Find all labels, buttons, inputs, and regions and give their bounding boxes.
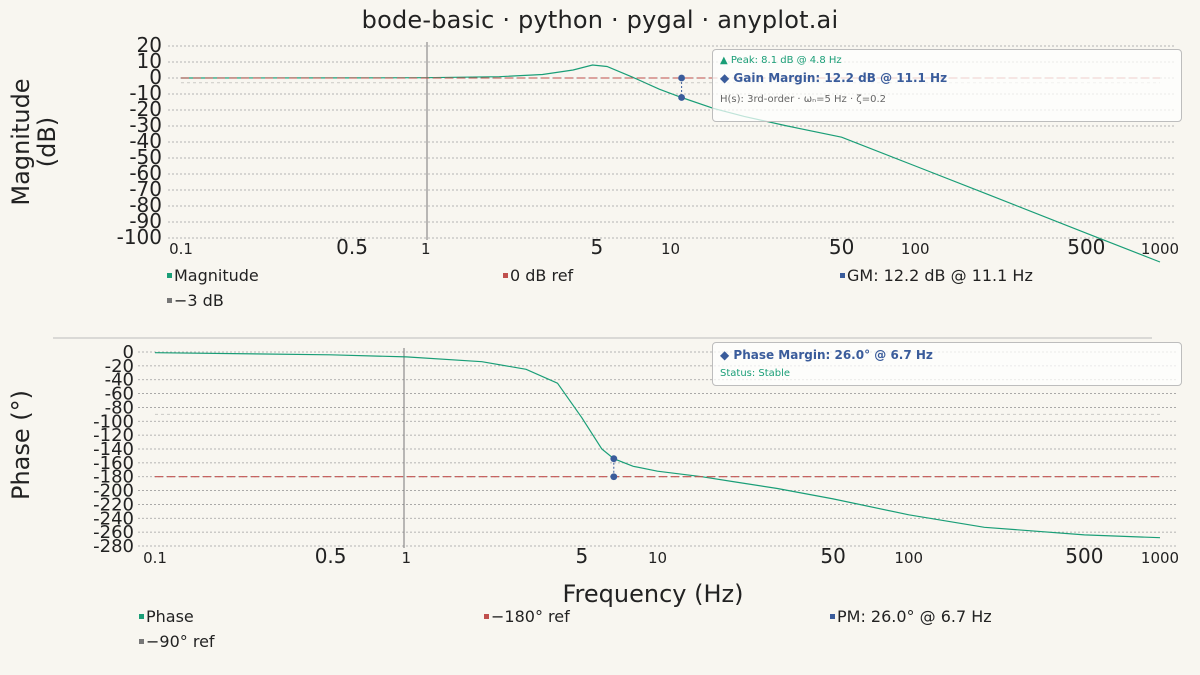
magnitude-y-tick-label: -30 (129, 113, 162, 137)
phase-x-tick-label: 1 (401, 549, 411, 567)
transfer-function-text: H(s): 3rd-order · ωₙ=5 Hz · ζ=0.2 (720, 94, 887, 105)
phase-y-tick-label: -120 (93, 425, 134, 446)
phase-margin-point (610, 473, 618, 481)
legend-label-minus3db: −3 dB (174, 291, 224, 310)
magnitude-x-tick-label: 1000 (1141, 240, 1179, 258)
legend-phase-margin[interactable]: PM: 26.0° @ 6.7 Hz (830, 607, 992, 626)
magnitude-x-tick-label: 0.1 (169, 240, 193, 258)
legend-label-phase: Phase (146, 607, 194, 626)
legend-magnitude[interactable]: Magnitude (167, 266, 259, 285)
phase-y-tick-label: -200 (93, 481, 134, 502)
phase-y-tick-label: -60 (105, 384, 134, 405)
chart-title: bode-basic · python · pygal · anyplot.ai (361, 6, 839, 34)
phase-y-tick-label: -220 (93, 494, 134, 515)
magnitude-y-tick-label: -10 (129, 81, 162, 105)
legend-swatch-phase (139, 614, 144, 619)
phase-x-tick-label: 0.5 (315, 544, 347, 568)
phase-margin-annotation: ◆ Phase Margin: 26.0° @ 6.7 Hz Status: S… (712, 342, 1182, 386)
legend-swatch-180-ref (484, 614, 489, 619)
phase-y-tick-label: -180 (93, 467, 134, 488)
phase-y-tick-label: -100 (93, 411, 134, 432)
legend-swatch-phase-margin (830, 614, 835, 619)
legend-label-magnitude: Magnitude (174, 266, 259, 285)
magnitude-y-tick-label: -90 (129, 209, 162, 233)
phase-y-tick-label: 0 (123, 342, 134, 363)
legend-label-phase-margin: PM: 26.0° @ 6.7 Hz (837, 607, 992, 626)
legend-0db-ref[interactable]: 0 dB ref (503, 266, 573, 285)
legend-swatch-minus3db (167, 298, 172, 303)
phase-margin-text: ◆ Phase Margin: 26.0° @ 6.7 Hz (720, 348, 933, 362)
legend-label-gain-margin: GM: 12.2 dB @ 11.1 Hz (847, 266, 1033, 285)
legend-90-ref[interactable]: −90° ref (139, 632, 215, 651)
legend-phase[interactable]: Phase (139, 607, 194, 626)
legend-minus3db[interactable]: −3 dB (167, 291, 224, 310)
magnitude-y-tick-label: -70 (129, 177, 162, 201)
phase-y-label: Phase (°) (7, 390, 35, 500)
magnitude-y-tick-label: 0 (149, 65, 162, 89)
peak-annotation-text: ▲ Peak: 8.1 dB @ 4.8 Hz (720, 55, 842, 66)
gain-margin-text: ◆ Gain Margin: 12.2 dB @ 11.1 Hz (720, 71, 948, 85)
magnitude-x-tick-label: 50 (829, 235, 854, 259)
phase-plot: 0-20-40-60-80-100-120-140-160-180-200-22… (93, 342, 1179, 568)
phase-y-tick-label: -280 (93, 536, 134, 557)
phase-y-tick-label: -80 (105, 397, 134, 418)
magnitude-y-label-line1: Magnitude (7, 78, 35, 205)
phase-x-tick-label: 5 (575, 544, 588, 568)
legend-label-0db-ref: 0 dB ref (510, 266, 574, 285)
magnitude-y-tick-label: -50 (129, 145, 162, 169)
legend-label-180-ref: −180° ref (491, 607, 570, 626)
phase-margin-point (610, 455, 618, 463)
legend-swatch-90-ref (139, 639, 144, 644)
magnitude-y-tick-label: 20 (137, 33, 162, 57)
magnitude-y-tick-label: -40 (129, 129, 162, 153)
phase-x-tick-label: 1000 (1141, 549, 1179, 567)
gain-margin-annotation: ▲ Peak: 8.1 dB @ 4.8 Hz ◆ Gain Margin: 1… (712, 49, 1182, 122)
magnitude-margin-point (678, 94, 685, 101)
phase-x-tick-label: 50 (820, 544, 845, 568)
legend-label-90-ref: −90° ref (146, 632, 215, 651)
phase-y-tick-label: -140 (93, 439, 134, 460)
magnitude-y-label-line2: (dB) (33, 117, 61, 167)
magnitude-x-tick-label: 5 (590, 235, 603, 259)
legend-180-ref[interactable]: −180° ref (484, 607, 570, 626)
phase-x-tick-label: 100 (894, 549, 923, 567)
magnitude-y-tick-label: -100 (117, 225, 162, 249)
magnitude-y-tick-label: -60 (129, 161, 162, 185)
phase-y-tick-label: -40 (105, 370, 134, 391)
phase-x-tick-label: 500 (1065, 544, 1103, 568)
x-axis-label: Frequency (Hz) (563, 580, 744, 608)
legend-swatch-0db-ref (503, 273, 508, 278)
magnitude-y-tick-label: 10 (137, 49, 162, 73)
magnitude-x-tick-label: 100 (901, 240, 930, 258)
phase-x-tick-label: 10 (648, 549, 667, 567)
magnitude-margin-point (678, 74, 685, 82)
legend-swatch-gain-margin (840, 273, 845, 278)
phase-series-phase (154, 352, 1161, 539)
magnitude-y-tick-label: -80 (129, 193, 162, 217)
phase-y-tick-label: -20 (105, 356, 134, 377)
magnitude-x-tick-label: 500 (1067, 235, 1105, 259)
magnitude-y-tick-label: -20 (129, 97, 162, 121)
magnitude-series-magnitude (180, 64, 1161, 263)
magnitude-x-tick-label: 10 (661, 240, 680, 258)
legend-gain-margin[interactable]: GM: 12.2 dB @ 11.1 Hz (840, 266, 1033, 285)
phase-y-tick-label: -260 (93, 522, 134, 543)
phase-y-tick-label: -240 (93, 508, 134, 529)
stability-status-text: Status: Stable (720, 368, 791, 379)
legend-swatch-magnitude (167, 273, 172, 278)
magnitude-x-tick-label: 0.5 (336, 235, 368, 259)
magnitude-x-tick-label: 1 (421, 240, 431, 258)
phase-y-tick-label: -160 (93, 453, 134, 474)
phase-x-tick-label: 0.1 (143, 549, 167, 567)
